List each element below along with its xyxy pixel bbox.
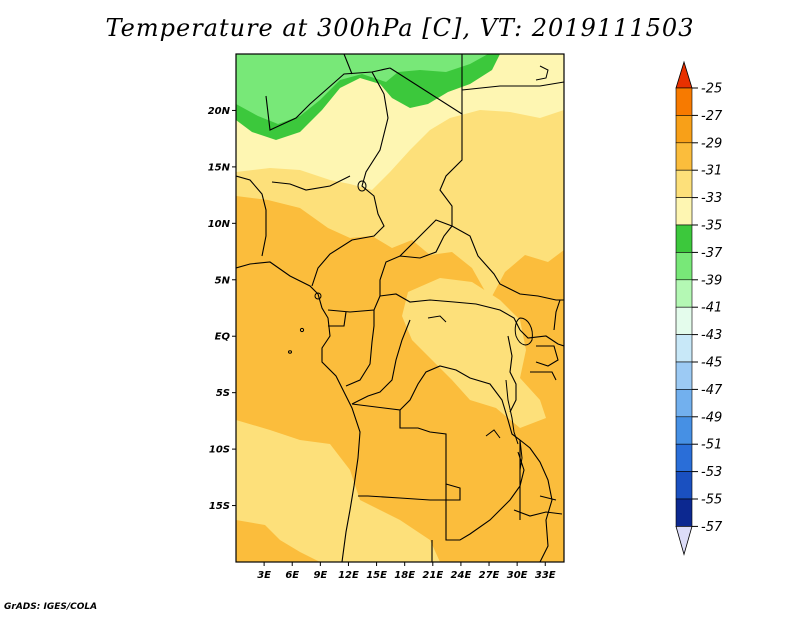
colorbar-bin [675,443,693,472]
colorbar-label: -47 [701,383,723,398]
colorbar-label: -53 [701,465,722,480]
colorbar-bin [675,306,693,335]
lon-tick-label: 18E [394,570,415,581]
grads-credit: GrADS: IGES/COLA [4,602,98,612]
contour-fill-31c [236,420,440,562]
plot-frame [235,53,565,563]
lon-tick-label: 30E [507,570,528,581]
colorbar-label: -49 [701,410,722,425]
colorbar-bin [675,361,693,390]
colorbar-label: -27 [701,109,723,124]
colorbar-bin [675,498,693,527]
colorbar-bin [675,279,693,308]
colorbar-bin [675,224,693,253]
colorbar: -25 -27 -29 -31 -33 -35 -37 -39 -41 -43 -45 -47 -49 -… [675,60,723,556]
colorbar-bottom-arrow [675,526,693,556]
lat-tick-label: 5N [215,275,231,286]
colorbar-bin [675,169,693,198]
latitude-axis: 20N 15N 10N 5N EQ 5S 10S 15S [208,106,236,512]
colorbar-label: -39 [701,273,722,288]
contour-fill-37 [236,54,488,124]
lon-tick-label: 24E [451,570,472,581]
longitude-axis: 3E 6E 9E 12E 15E 18E 21E 24E 27E 30E 33E [257,562,556,581]
colorbar-bin [675,416,693,445]
colorbar-top-arrow [675,60,693,89]
lon-tick-label: 15E [366,570,387,581]
colorbar-bin [675,389,693,418]
lat-tick-label: 10N [208,219,231,230]
colorbar-bin [675,334,693,363]
colorbar-bin [675,252,693,281]
lat-tick-label: 15N [208,162,231,173]
lat-tick-label: 15S [209,501,230,512]
lat-tick-label: 10S [209,445,230,456]
colorbar-bin [675,471,693,500]
map-title: Temperature at 300hPa [C], VT: 201911150… [105,14,695,42]
country-borders [236,54,564,562]
lon-tick-label: 12E [338,570,359,581]
colorbar-label: -41 [701,301,722,316]
colorbar-label: -31 [701,164,722,179]
lat-tick-label: 5S [216,388,230,399]
lat-tick-label: 20N [208,106,231,117]
colorbar-label: -29 [701,136,722,151]
temperature-field [236,54,564,562]
lon-tick-label: 6E [285,570,299,581]
colorbar-label: -45 [701,356,722,371]
contour-fill-29-south [236,520,320,562]
colorbar-label: -57 [701,520,723,535]
colorbar-bin [675,115,693,144]
lon-tick-label: 9E [313,570,327,581]
colorbar-label: -43 [701,328,722,343]
colorbar-label: -37 [701,246,723,261]
lat-tick-label: EQ [215,332,231,343]
colorbar-bin [675,197,693,226]
colorbar-label: -33 [701,191,722,206]
colorbar-label: -25 [701,82,722,97]
lon-tick-label: 3E [257,570,271,581]
lon-tick-label: 27E [479,570,500,581]
lakes-and-islands [288,65,557,501]
colorbar-bin [675,87,693,116]
colorbar-label: -51 [701,438,722,453]
colorbar-label: -35 [701,219,722,234]
lon-tick-label: 21E [422,570,443,581]
colorbar-label: -55 [701,493,722,508]
colorbar-bin [675,142,693,171]
lon-tick-label: 33E [535,570,556,581]
